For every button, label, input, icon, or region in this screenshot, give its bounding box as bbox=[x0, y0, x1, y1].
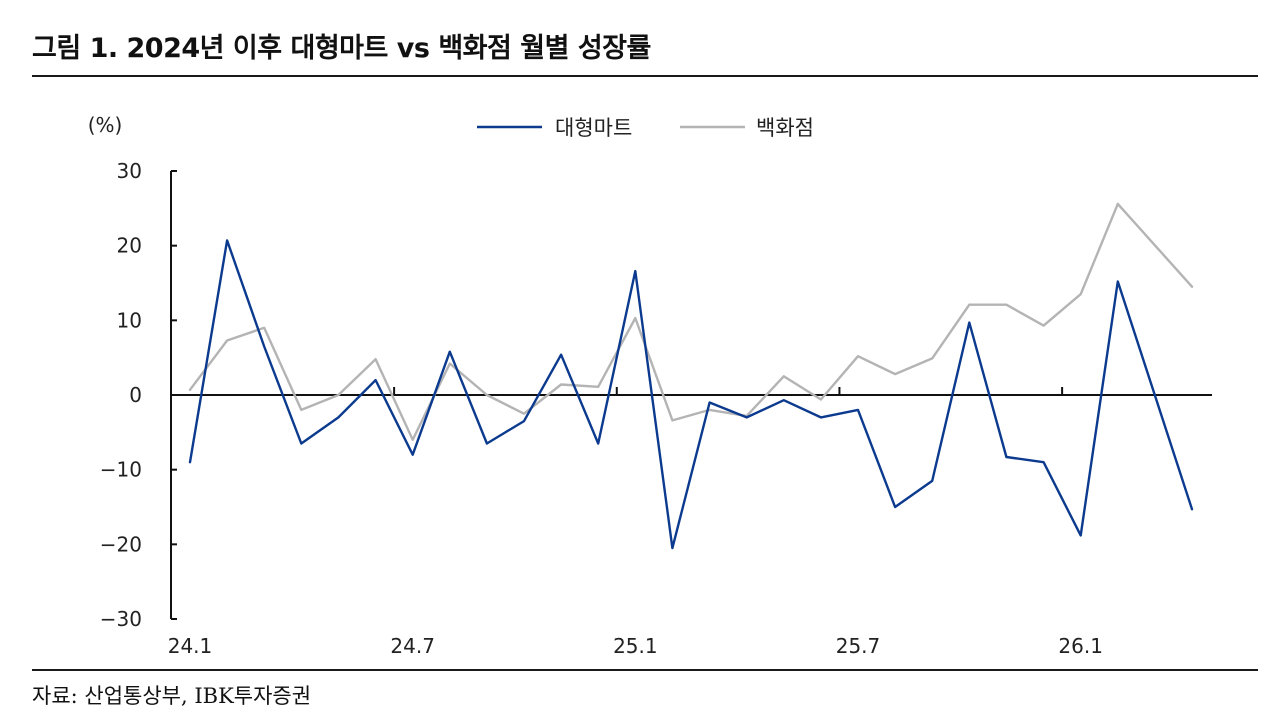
x-tick-label: 25.7 bbox=[836, 634, 881, 658]
x-tick-label: 24.1 bbox=[168, 634, 213, 658]
legend-label: 대형마트 bbox=[555, 116, 632, 140]
x-tick-label: 24.7 bbox=[390, 634, 435, 658]
y-tick-label: −20 bbox=[100, 532, 142, 556]
y-tick-label: −30 bbox=[100, 607, 142, 631]
y-tick-label: 0 bbox=[129, 383, 142, 407]
line-chart: (%) 대형마트 백화점 30 20 10 0 −10 −20 −30 24.1 24.7 25.1… bbox=[88, 113, 1212, 658]
y-tick-label: 30 bbox=[117, 159, 142, 183]
axes: 30 20 10 0 −10 −20 −30 24.1 24.7 25.1 25.7 26.1 bbox=[100, 159, 1212, 658]
x-tick-label: 25.1 bbox=[613, 634, 658, 658]
y-tick-label: 10 bbox=[117, 308, 142, 332]
series-layer bbox=[188, 202, 1194, 550]
x-tick-label: 26.1 bbox=[1058, 634, 1103, 658]
y-tick-label: −10 bbox=[100, 458, 142, 482]
source-note: 자료: 산업통상부, IBK투자증권 bbox=[32, 684, 312, 708]
source-divider bbox=[32, 669, 1258, 671]
y-tick-label: 20 bbox=[117, 234, 142, 258]
series-0 bbox=[188, 239, 1194, 550]
legend: 대형마트 백화점 bbox=[477, 116, 814, 140]
legend-label: 백화점 bbox=[756, 116, 814, 140]
chart-title: 그림 1. 2024년 이후 대형마트 vs 백화점 월별 성장률 bbox=[32, 33, 651, 64]
series-1 bbox=[188, 202, 1194, 441]
title-divider bbox=[32, 75, 1258, 77]
series-line bbox=[188, 202, 1194, 441]
y-axis-unit-label: (%) bbox=[88, 113, 123, 137]
